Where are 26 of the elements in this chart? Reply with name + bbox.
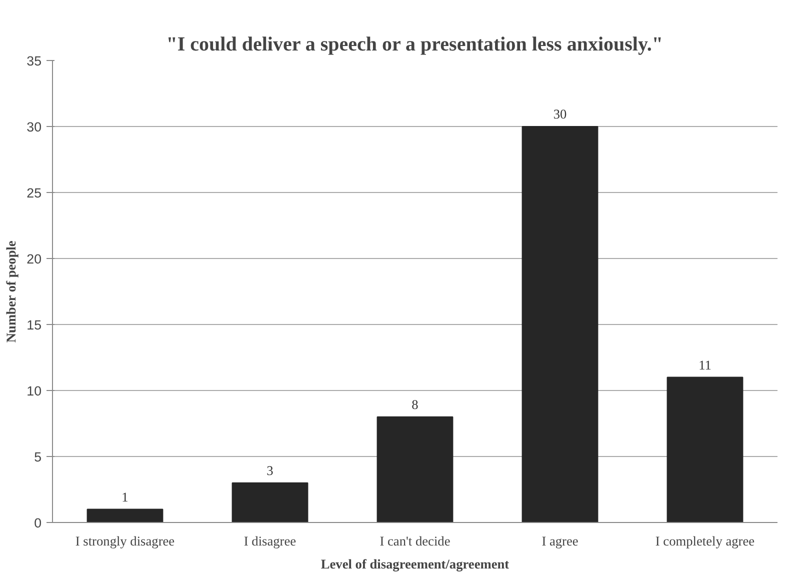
x-tick-label: I strongly disagree [75, 534, 175, 548]
y-tick-label: 5 [34, 450, 42, 464]
data-label: 11 [698, 357, 712, 372]
y-tick-label: 25 [26, 186, 42, 200]
y-tick-label: 10 [26, 384, 42, 398]
data-label: 8 [412, 396, 419, 412]
data-label: 3 [266, 462, 274, 478]
bar [666, 376, 744, 522]
x-tick-label: I can't decide [380, 534, 450, 548]
y-tick-label: 35 [26, 54, 42, 68]
x-tick-label: I disagree [244, 534, 296, 548]
x-tick-label: I agree [542, 534, 578, 548]
bar [522, 126, 598, 522]
bar [86, 508, 164, 522]
x-tick-label: I completely agree [655, 534, 755, 548]
bar [232, 482, 308, 522]
y-axis-title: Number of people [4, 240, 19, 343]
data-label: 30 [553, 106, 567, 122]
data-label: 1 [122, 489, 128, 504]
y-tick-label: 15 [26, 318, 42, 332]
chart-title: "I could deliver a speech or a presentation less anxiously." [166, 34, 663, 56]
y-tick-label: 0 [34, 516, 42, 530]
y-tick-label: 20 [26, 252, 42, 266]
y-tick-label: 30 [26, 120, 42, 134]
x-axis-title: Level of disagreement/agreement [320, 556, 510, 572]
bar [376, 416, 454, 522]
